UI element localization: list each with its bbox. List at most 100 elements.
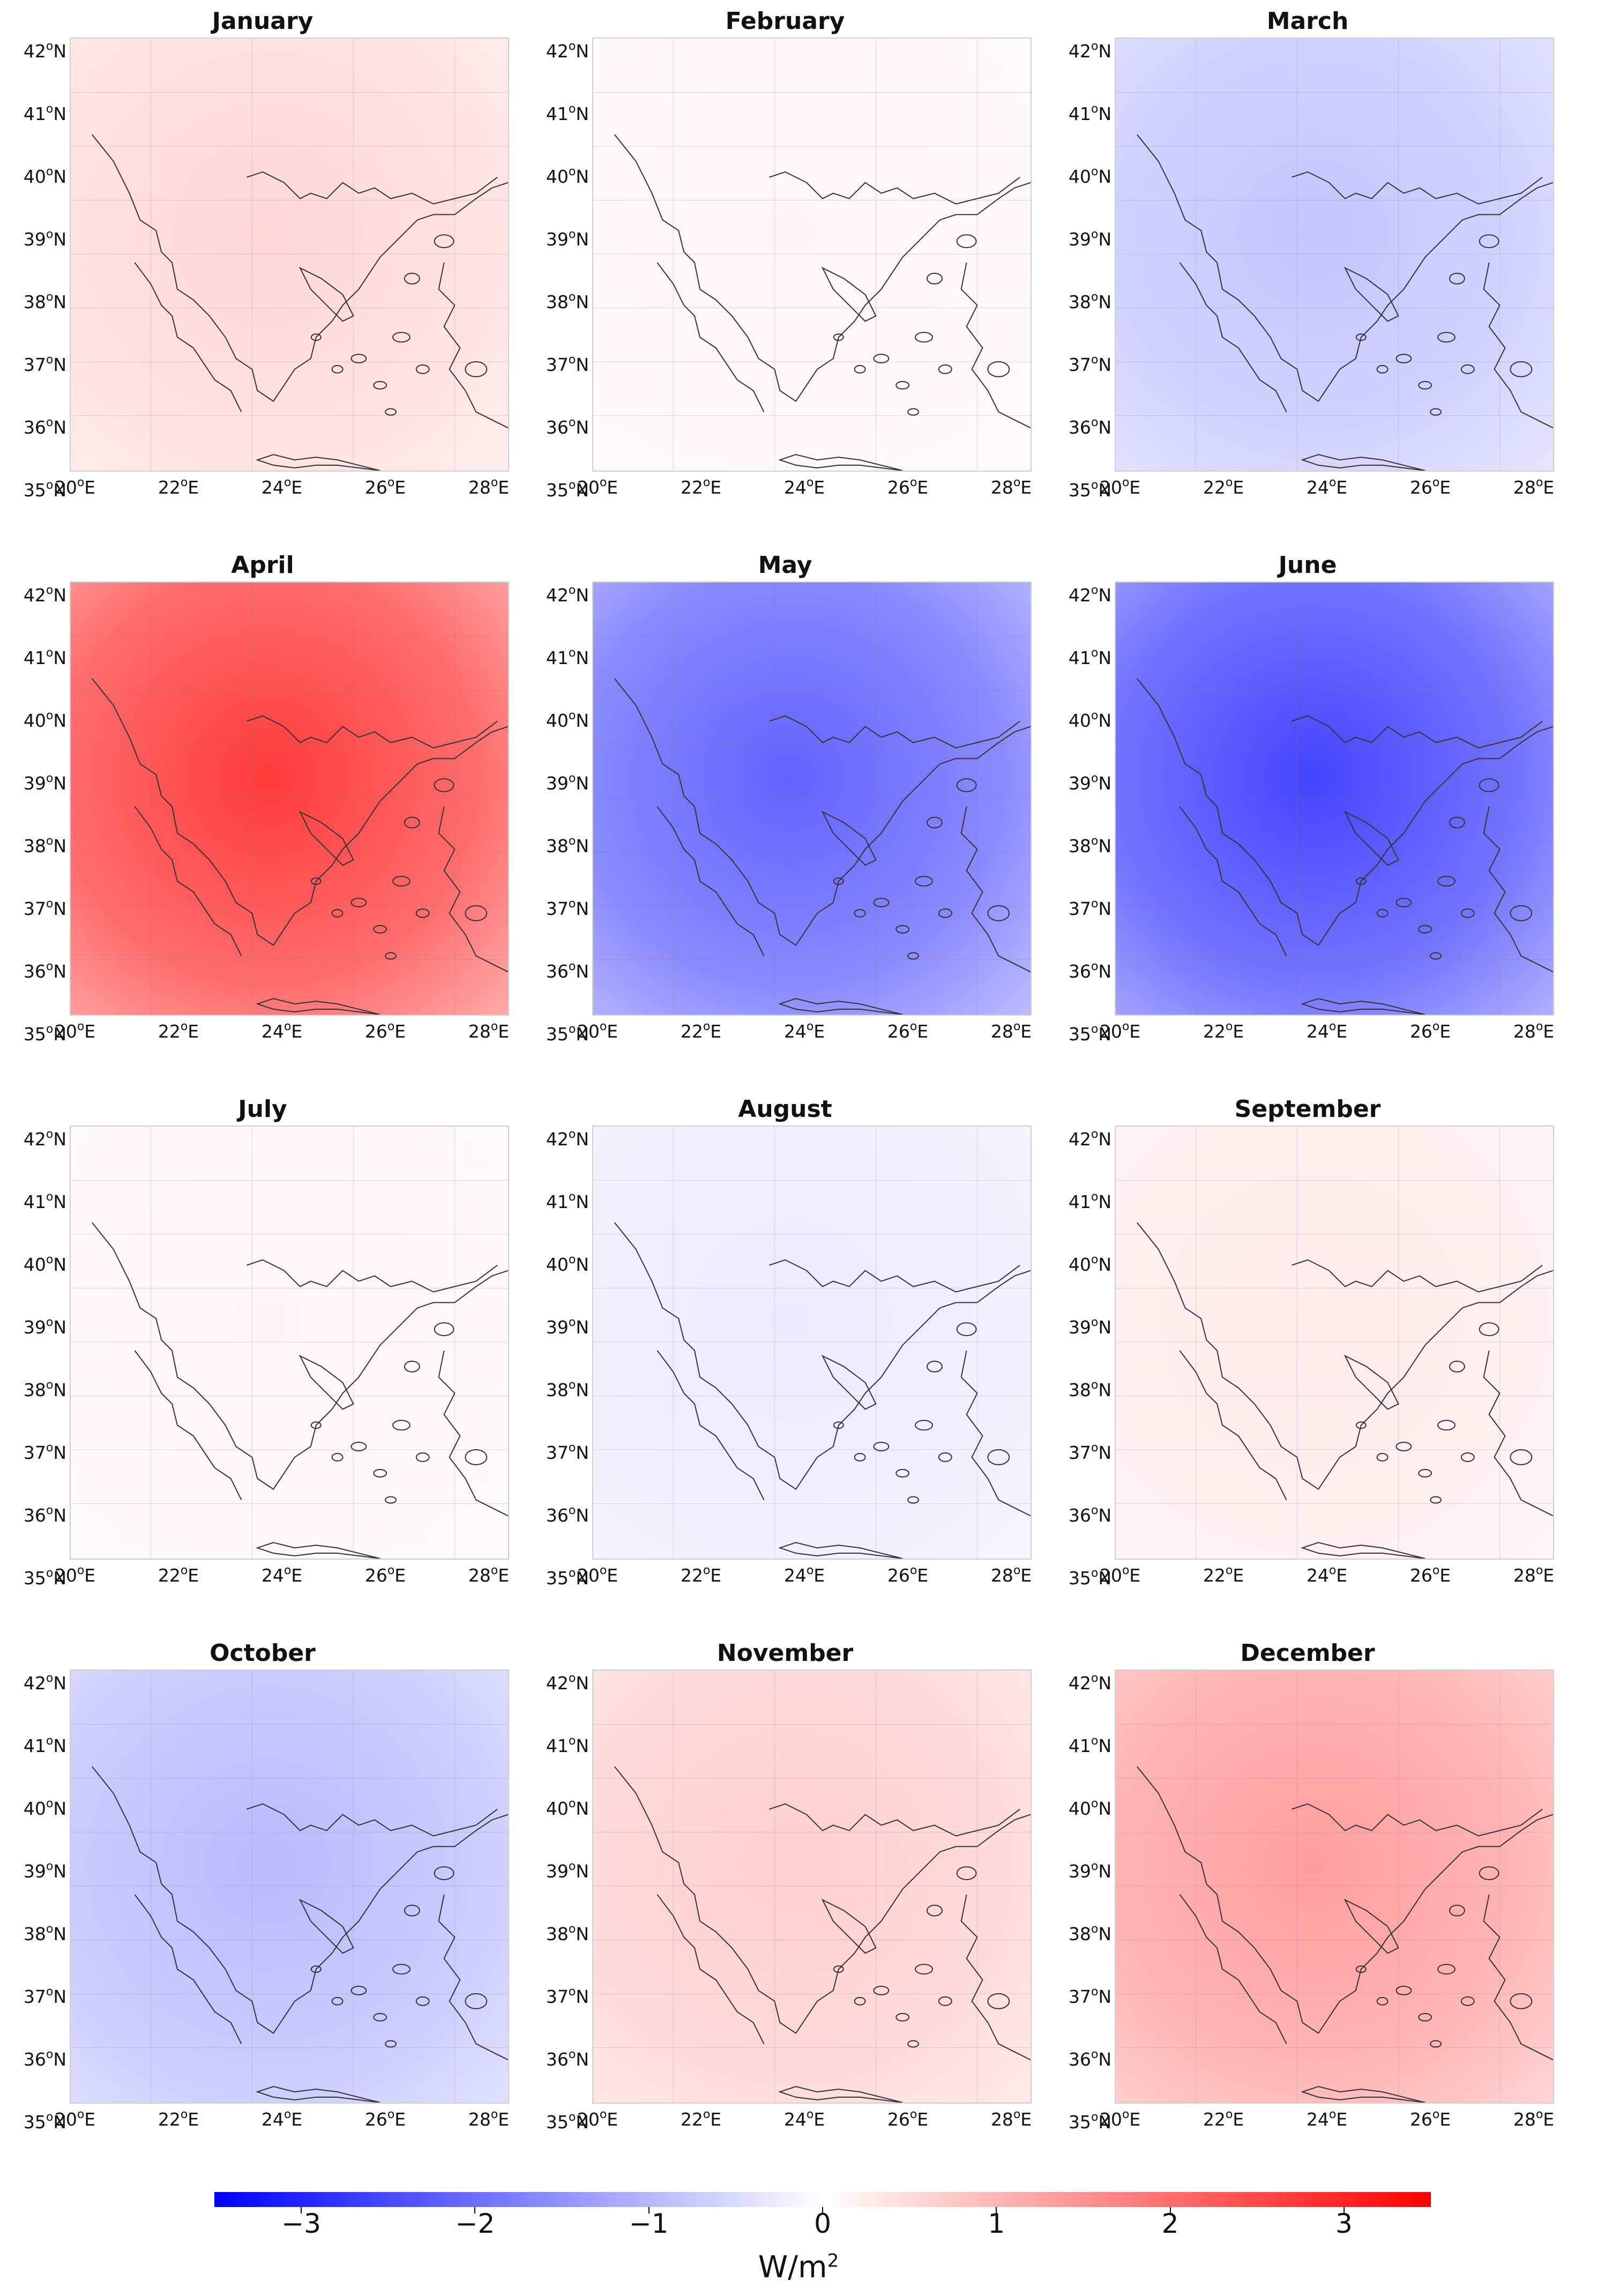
lat-tick-label: 42oN — [1068, 40, 1111, 62]
lat-tick-label: 38oN — [1068, 1378, 1111, 1400]
lat-tick-label: 40oN — [23, 1797, 66, 1819]
lat-tick-label: 41oN — [546, 1190, 589, 1212]
lat-tick-label: 37oN — [1068, 353, 1111, 375]
lon-tick-label: 28oE — [990, 476, 1032, 498]
lon-tick-label: 28oE — [468, 1020, 510, 1042]
lat-tick-label: 36oN — [1068, 416, 1111, 438]
lon-tick-label: 28oE — [468, 2108, 510, 2130]
lat-tick-label: 40oN — [1068, 1253, 1111, 1275]
anomaly-field — [593, 39, 1031, 471]
lat-tick-label: 36oN — [546, 2048, 589, 2070]
lon-tick-label: 24oE — [783, 476, 825, 498]
panel-title: September — [1234, 1095, 1381, 1123]
colorbar-tick-label: −2 — [455, 2208, 495, 2239]
lat-tick-label: 41oN — [546, 646, 589, 668]
lon-tick-label: 28oE — [990, 1564, 1032, 1586]
colorbar-tick-label: 2 — [1161, 2208, 1179, 2239]
lon-tick-label: 22oE — [680, 476, 722, 498]
lat-tick-label: 35oN — [546, 1567, 589, 1589]
lat-tick-label: 37oN — [1068, 1985, 1111, 2007]
panel-title: April — [231, 551, 294, 579]
lat-tick-label: 42oN — [23, 1672, 66, 1694]
anomaly-map — [592, 1125, 1032, 1560]
map-panel-april: April 42oN 41oN 40oN 39oN 38oN 37oN 36oN 35oN 20o… — [11, 544, 514, 1058]
lat-tick-label: 37oN — [23, 1985, 66, 2007]
lon-tick-label: 26oE — [1409, 1564, 1451, 1586]
lon-tick-label: 28oE — [468, 1564, 510, 1586]
lat-tick-label: 40oN — [1068, 1797, 1111, 1819]
lon-tick-label: 24oE — [1306, 2108, 1348, 2130]
lat-tick-label: 37oN — [23, 353, 66, 375]
lat-tick-label: 36oN — [546, 416, 589, 438]
lon-tick-label: 26oE — [887, 1564, 929, 1586]
lat-tick-label: 38oN — [23, 1922, 66, 1944]
lat-tick-label: 42oN — [546, 40, 589, 62]
lon-tick-label: 22oE — [680, 1020, 722, 1042]
colorbar-tick-mark — [301, 2207, 302, 2213]
lon-tick-label: 28oE — [1513, 1564, 1555, 1586]
lon-tick-label: 24oE — [261, 1020, 303, 1042]
lon-tick-label: 24oE — [1306, 1020, 1348, 1042]
lat-tick-label: 35oN — [23, 1023, 66, 1045]
anomaly-field — [1116, 1127, 1553, 1559]
lon-tick-label: 22oE — [158, 2108, 199, 2130]
lat-tick-label: 40oN — [546, 1797, 589, 1819]
map-panel-november: November 42oN 41oN 40oN 39oN 38oN 37oN 36oN 35oN… — [533, 1632, 1037, 2146]
lon-tick-label: 26oE — [887, 2108, 929, 2130]
lat-tick-label: 37oN — [1068, 897, 1111, 919]
map-panel-february: February 42oN 41oN 40oN 39oN 38oN 37oN 36oN 35oN… — [533, 0, 1037, 515]
lat-tick-label: 36oN — [23, 2048, 66, 2070]
lat-tick-label: 41oN — [1068, 646, 1111, 668]
anomaly-map — [1115, 582, 1554, 1016]
lat-tick-label: 42oN — [23, 40, 66, 62]
lat-tick-label: 41oN — [23, 102, 66, 124]
map-panel-january: January 42oN 41oN 40oN 39oN 38oN 37oN 36oN 35oN 2… — [11, 0, 514, 515]
lat-tick-label: 35oN — [23, 2111, 66, 2133]
lon-tick-label: 26oE — [364, 1564, 406, 1586]
panel-title: October — [210, 1639, 316, 1667]
lat-tick-label: 39oN — [23, 772, 66, 794]
lon-tick-label: 26oE — [1409, 2108, 1451, 2130]
lat-tick-label: 41oN — [546, 1734, 589, 1756]
lat-tick-label: 42oN — [1068, 1672, 1111, 1694]
anomaly-field — [593, 1127, 1031, 1559]
lat-tick-label: 39oN — [546, 1860, 589, 1882]
lat-tick-label: 36oN — [1068, 1504, 1111, 1526]
lat-tick-label: 36oN — [1068, 960, 1111, 982]
lat-tick-label: 40oN — [1068, 165, 1111, 187]
lat-tick-label: 35oN — [23, 479, 66, 501]
lon-tick-label: 22oE — [1203, 1020, 1244, 1042]
lon-tick-label: 20oE — [577, 476, 618, 498]
lat-tick-label: 39oN — [546, 1316, 589, 1338]
anomaly-map — [1115, 1125, 1554, 1560]
lon-tick-label: 28oE — [1513, 476, 1555, 498]
lat-tick-label: 42oN — [1068, 584, 1111, 606]
lat-tick-label: 39oN — [546, 228, 589, 250]
lon-tick-label: 24oE — [261, 1564, 303, 1586]
lat-tick-label: 39oN — [1068, 1860, 1111, 1882]
anomaly-map — [592, 582, 1032, 1016]
lat-tick-label: 40oN — [23, 165, 66, 187]
anomaly-map — [592, 1669, 1032, 2104]
lat-tick-label: 41oN — [23, 1190, 66, 1212]
lat-tick-label: 38oN — [546, 290, 589, 312]
lon-tick-label: 22oE — [158, 1020, 199, 1042]
colorbar-tick-label: −1 — [629, 2208, 669, 2239]
lat-tick-label: 37oN — [23, 1441, 66, 1463]
anomaly-map — [70, 1125, 509, 1560]
lat-tick-label: 36oN — [23, 1504, 66, 1526]
anomaly-map — [70, 582, 509, 1016]
lat-tick-label: 38oN — [23, 290, 66, 312]
colorbar-unit-label: W/m2 — [758, 2250, 839, 2285]
map-panel-august: August 42oN 41oN 40oN 39oN 38oN 37oN 36oN 35oN 20… — [533, 1088, 1037, 1602]
colorbar-tick-label: −3 — [281, 2208, 321, 2239]
lon-tick-label: 22oE — [1203, 476, 1244, 498]
lat-tick-label: 35oN — [546, 2111, 589, 2133]
lat-tick-label: 42oN — [23, 1128, 66, 1150]
lat-tick-label: 41oN — [23, 1734, 66, 1756]
lat-tick-label: 40oN — [546, 165, 589, 187]
lat-tick-label: 35oN — [1068, 1567, 1111, 1589]
anomaly-map — [70, 38, 509, 472]
lon-tick-label: 22oE — [1203, 1564, 1244, 1586]
lat-tick-label: 39oN — [23, 1860, 66, 1882]
